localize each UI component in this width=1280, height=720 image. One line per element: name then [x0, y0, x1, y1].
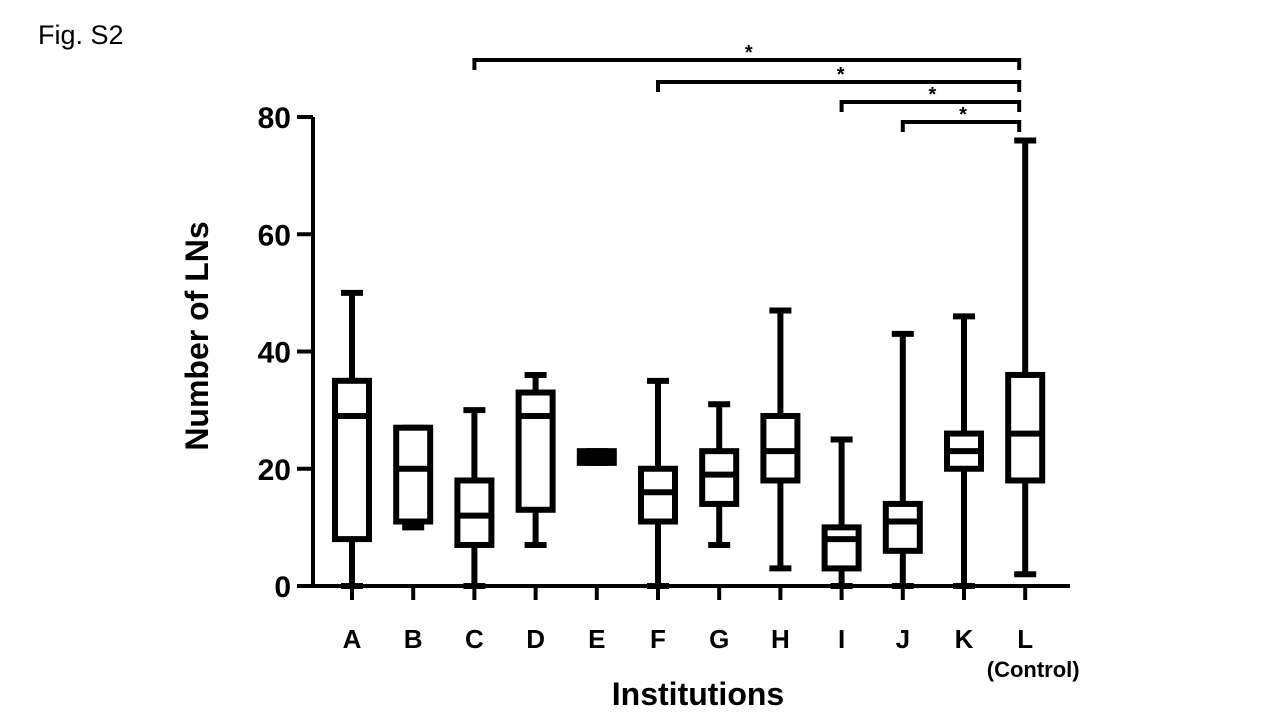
iqr-box	[332, 377, 372, 543]
bracket-line	[900, 120, 1022, 132]
box-g	[699, 401, 740, 548]
significance-label: *	[745, 42, 753, 64]
iqr-box	[393, 424, 434, 525]
y-tick-label: 60	[258, 219, 291, 252]
axes: 0 20 40 60 80 A B C D E F G H I J K L (Control)	[258, 102, 1080, 682]
iqr-box	[1005, 371, 1046, 484]
bracket-line	[839, 100, 1022, 112]
box-j	[882, 330, 923, 589]
iqr-box	[515, 389, 556, 513]
y-axis-title: Number of LNs	[179, 221, 215, 450]
bracket-line	[656, 80, 1022, 92]
box-i	[821, 436, 862, 589]
iqr-box	[882, 500, 923, 554]
x-tick-label: H	[771, 624, 790, 654]
x-tick-label: A	[343, 624, 362, 654]
box-series	[332, 137, 1046, 589]
figure-label: Fig. S2	[38, 20, 124, 50]
x-tick-label: F	[650, 624, 666, 654]
x-tick-label: K	[955, 624, 974, 654]
box-d	[515, 371, 556, 548]
x-tick-label: E	[588, 624, 605, 654]
x-tick-label: C	[465, 624, 484, 654]
significance-label: *	[929, 84, 937, 106]
significance-brackets: * * * *	[472, 42, 1022, 132]
x-tick-label: L	[1017, 624, 1033, 654]
x-tick-label: J	[896, 624, 910, 654]
significance-label: *	[959, 104, 967, 126]
y-tick-label: 40	[258, 337, 291, 370]
box-f	[638, 377, 678, 589]
x-tick-sublabel: (Control)	[987, 657, 1080, 682]
box-b	[393, 424, 434, 531]
box-c	[454, 407, 495, 589]
x-tick-label: I	[838, 624, 845, 654]
x-tick-label: B	[404, 624, 423, 654]
significance-bracket: *	[839, 84, 1022, 112]
box-h	[760, 307, 801, 572]
x-tick-label: D	[526, 624, 545, 654]
significance-label: *	[837, 64, 845, 86]
x-tick-label: G	[709, 624, 729, 654]
significance-bracket: *	[656, 64, 1022, 92]
significance-bracket: *	[472, 42, 1022, 70]
significance-bracket: *	[900, 104, 1022, 132]
x-axis-title: Institutions	[612, 676, 784, 712]
box-k	[944, 313, 984, 589]
iqr-box	[821, 524, 862, 572]
box-e	[576, 448, 617, 466]
y-tick-label: 20	[258, 454, 291, 487]
box-l	[1005, 137, 1046, 578]
y-tick-label: 80	[258, 102, 291, 135]
bracket-line	[472, 58, 1022, 70]
box-a	[332, 289, 372, 589]
y-tick-label: 0	[274, 571, 291, 604]
